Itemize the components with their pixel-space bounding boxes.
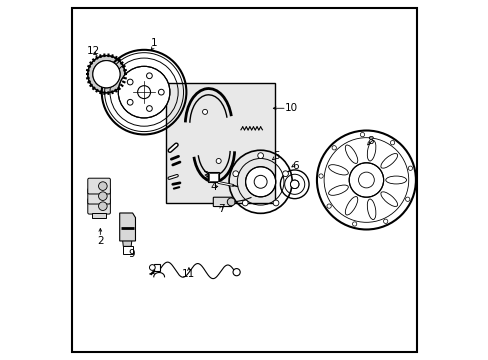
Ellipse shape (385, 176, 406, 184)
Text: 6: 6 (292, 161, 299, 171)
Ellipse shape (345, 197, 357, 215)
Circle shape (257, 153, 263, 158)
Circle shape (290, 180, 298, 189)
Text: 9: 9 (128, 248, 135, 258)
Circle shape (318, 174, 323, 178)
Circle shape (389, 140, 394, 145)
Circle shape (407, 166, 412, 170)
Text: 10: 10 (284, 103, 297, 113)
Circle shape (158, 89, 164, 95)
Circle shape (202, 109, 207, 114)
Circle shape (383, 219, 387, 224)
Circle shape (331, 146, 336, 150)
Bar (165, 83, 274, 203)
Polygon shape (122, 240, 132, 246)
Text: 5: 5 (273, 150, 280, 161)
Circle shape (227, 198, 235, 206)
Bar (154, 264, 160, 271)
Circle shape (326, 204, 330, 208)
FancyBboxPatch shape (88, 198, 110, 214)
Circle shape (233, 269, 240, 276)
Text: 3: 3 (202, 171, 208, 181)
Circle shape (405, 197, 409, 201)
Ellipse shape (328, 165, 347, 175)
Circle shape (146, 73, 152, 78)
Circle shape (245, 167, 275, 197)
Circle shape (99, 202, 107, 211)
Circle shape (360, 132, 364, 137)
Bar (208, 173, 218, 181)
Ellipse shape (380, 192, 397, 207)
Circle shape (352, 222, 356, 226)
FancyBboxPatch shape (88, 178, 110, 194)
Circle shape (127, 79, 133, 85)
Circle shape (216, 158, 221, 163)
Circle shape (93, 60, 120, 88)
Ellipse shape (380, 153, 397, 168)
Ellipse shape (366, 140, 375, 161)
Circle shape (232, 171, 238, 176)
Circle shape (282, 171, 288, 176)
Text: 8: 8 (366, 136, 373, 145)
Circle shape (99, 192, 107, 201)
Bar (123, 246, 133, 253)
FancyBboxPatch shape (88, 188, 110, 204)
Text: 2: 2 (97, 236, 103, 246)
Circle shape (118, 66, 169, 118)
Circle shape (127, 99, 133, 105)
Text: 7: 7 (218, 204, 224, 215)
Bar (207, 172, 218, 182)
Circle shape (242, 200, 247, 206)
Circle shape (273, 200, 278, 206)
Circle shape (149, 265, 155, 270)
Ellipse shape (328, 185, 347, 195)
Text: 11: 11 (182, 269, 195, 279)
Text: 4: 4 (210, 182, 217, 192)
Text: 1: 1 (150, 38, 157, 48)
Bar (92, 213, 106, 218)
Text: 12: 12 (87, 46, 101, 56)
Circle shape (348, 163, 383, 197)
Circle shape (146, 105, 152, 111)
Polygon shape (120, 213, 135, 241)
Ellipse shape (366, 199, 375, 220)
Circle shape (99, 182, 107, 190)
FancyBboxPatch shape (213, 197, 231, 207)
Ellipse shape (345, 145, 357, 163)
